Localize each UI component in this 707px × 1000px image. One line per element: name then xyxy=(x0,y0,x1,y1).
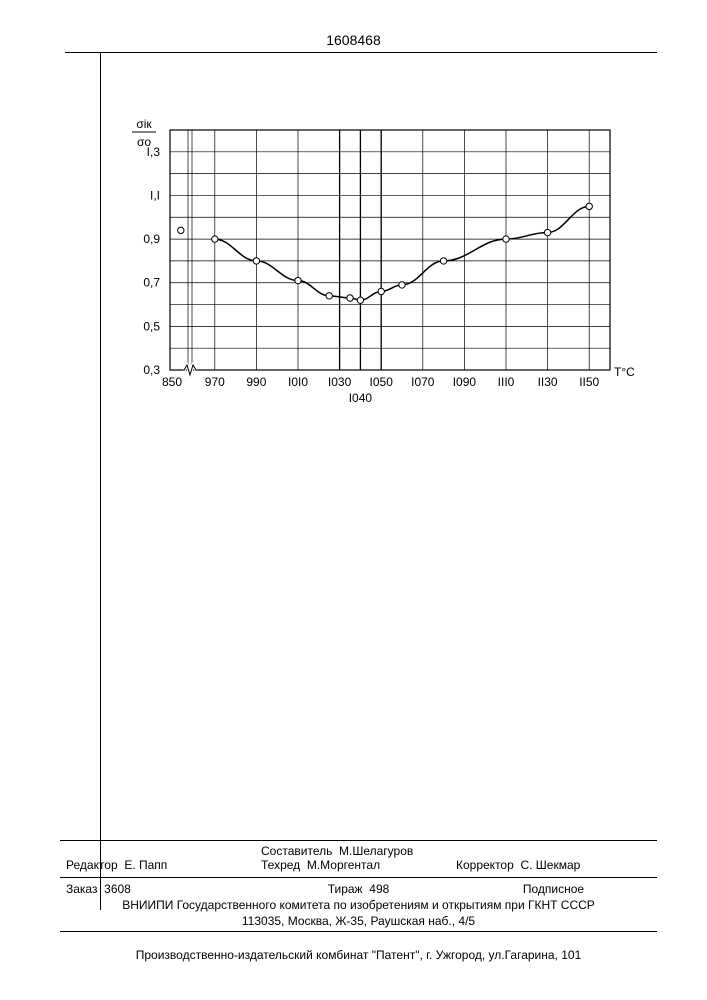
top-border xyxy=(65,52,657,53)
compiler-name: М.Шелагуров xyxy=(339,844,413,858)
footer-block: Составитель М.Шелагуров Редактор Е. Папп… xyxy=(60,840,657,932)
svg-text:II30: II30 xyxy=(538,375,558,389)
svg-text:I070: I070 xyxy=(411,375,435,389)
svg-text:I030: I030 xyxy=(328,375,352,389)
svg-text:I050: I050 xyxy=(370,375,394,389)
svg-text:I,I: I,I xyxy=(150,188,160,202)
svg-text:I090: I090 xyxy=(453,375,477,389)
corrector-label: Корректор xyxy=(456,858,514,872)
svg-text:0,3: 0,3 xyxy=(143,363,160,377)
chart: 0,30,50,70,9I,II,3970990I0I0I030I050I070… xyxy=(120,110,640,420)
svg-text:III0: III0 xyxy=(498,375,515,389)
svg-text:990: 990 xyxy=(246,375,266,389)
svg-text:I040: I040 xyxy=(349,391,373,405)
editor-name: Е. Папп xyxy=(124,858,167,872)
tehred-name: М.Моргентал xyxy=(307,858,380,872)
svg-text:σo: σo xyxy=(137,135,151,149)
footer-bottom: Производственно-издательский комбинат "П… xyxy=(60,948,657,962)
svg-text:σiк: σiк xyxy=(136,117,152,131)
tirazh-num: 498 xyxy=(369,882,389,896)
footer-line2: 113035, Москва, Ж-35, Раушская наб., 4/5 xyxy=(60,914,657,931)
order-label: Заказ xyxy=(66,882,97,896)
svg-text:0,7: 0,7 xyxy=(143,276,160,290)
svg-text:850: 850 xyxy=(162,375,182,389)
left-margin-line xyxy=(100,52,101,910)
svg-text:970: 970 xyxy=(205,375,225,389)
compiler-label: Составитель xyxy=(261,844,332,858)
sub-label: Подписное xyxy=(523,882,584,896)
tehred-label: Техред xyxy=(261,858,300,872)
footer-line1: ВНИИПИ Государственного комитета по изоб… xyxy=(60,898,657,914)
svg-text:0,5: 0,5 xyxy=(143,319,160,333)
svg-text:0,9: 0,9 xyxy=(143,232,160,246)
corrector-name: С. Шекмар xyxy=(520,858,580,872)
svg-text:T°C: T°C xyxy=(614,365,635,379)
svg-text:II50: II50 xyxy=(579,375,599,389)
tirazh-label: Тираж xyxy=(328,882,363,896)
svg-text:I0I0: I0I0 xyxy=(288,375,308,389)
editor-label: Редактор xyxy=(66,858,118,872)
order-num: 3608 xyxy=(104,882,131,896)
document-number: 1608468 xyxy=(0,32,707,48)
